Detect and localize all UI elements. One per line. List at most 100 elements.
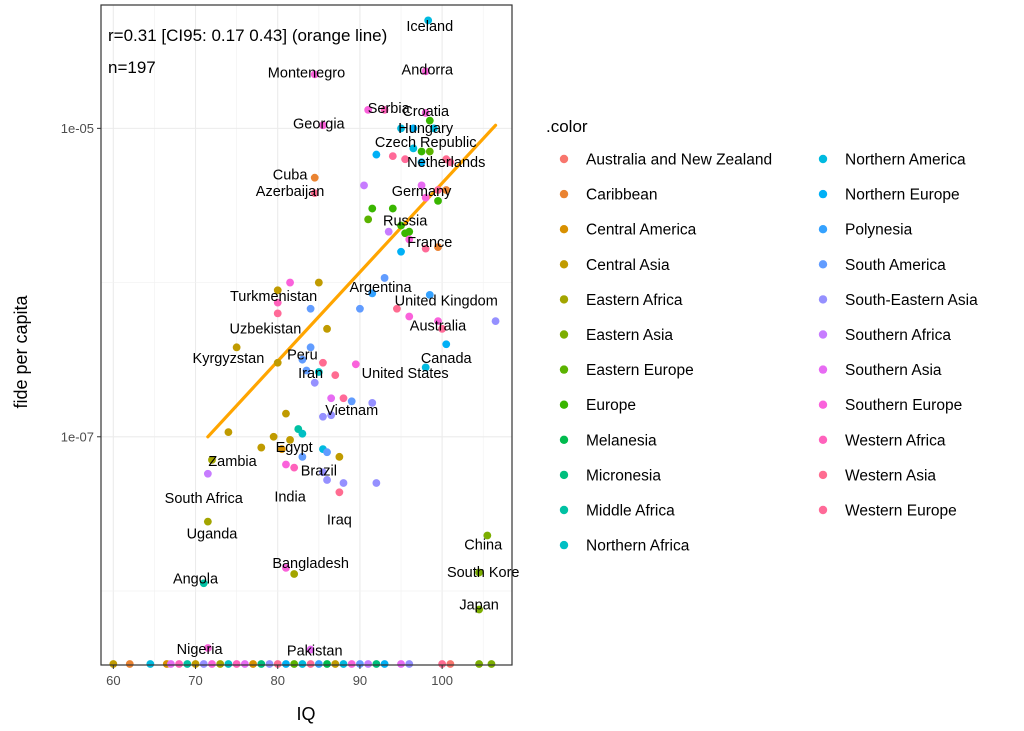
country-label: Nigeria — [177, 642, 224, 658]
data-point — [302, 366, 311, 375]
data-point — [199, 660, 208, 668]
data-point — [425, 291, 434, 299]
legend-swatch — [559, 470, 569, 480]
data-point — [224, 660, 233, 668]
data-point — [364, 215, 373, 224]
data-point — [166, 660, 175, 668]
data-point — [290, 570, 299, 578]
country-label: Turkmenistan — [230, 289, 317, 305]
data-point — [368, 398, 377, 407]
country-label: Brazil — [301, 463, 337, 479]
data-point — [397, 247, 405, 256]
data-point — [475, 568, 484, 577]
country-label: Montenegro — [268, 65, 345, 81]
data-point — [232, 660, 241, 668]
data-point — [310, 70, 319, 79]
data-point — [368, 204, 377, 213]
x-tick-label: 100 — [431, 673, 453, 688]
data-point — [434, 186, 442, 194]
legend-label: Southern Asia — [845, 362, 942, 379]
country-label: Germany — [392, 184, 452, 200]
data-point — [319, 468, 327, 477]
country-label: Vietnam — [325, 403, 378, 419]
data-point — [442, 186, 451, 194]
data-point — [388, 152, 397, 161]
data-point — [314, 278, 323, 287]
data-point — [314, 368, 323, 376]
y-tick-label: 1e-05 — [61, 121, 94, 136]
data-point — [417, 181, 426, 190]
data-point — [109, 660, 118, 668]
data-point — [310, 189, 319, 198]
data-point — [339, 660, 348, 668]
country-label: Japan — [459, 597, 499, 613]
country-label: Iraq — [327, 513, 352, 529]
country-label: Peru — [287, 348, 318, 364]
data-point — [199, 579, 208, 588]
country-label: Iran — [298, 366, 323, 382]
data-point — [351, 360, 360, 369]
data-point — [442, 340, 451, 349]
panel-background — [101, 5, 512, 665]
data-point — [364, 660, 373, 668]
axes: 60 70 80 90 100 1e-05 1e-07 — [61, 121, 453, 688]
data-point — [191, 660, 200, 668]
country-label: Angola — [173, 571, 219, 587]
data-point — [434, 196, 442, 205]
data-point — [203, 644, 212, 652]
x-axis-title: IQ — [296, 704, 315, 724]
data-point — [380, 105, 389, 114]
data-point — [306, 343, 315, 352]
legend-title: .color — [546, 117, 588, 136]
data-point — [273, 660, 282, 668]
legend-swatch — [818, 295, 828, 304]
x-tick-label: 80 — [270, 673, 284, 688]
country-label: South Kore — [447, 565, 520, 581]
data-point — [323, 324, 331, 333]
data-point — [339, 394, 348, 403]
legend-label: Northern Europe — [845, 187, 960, 204]
data-point — [286, 435, 294, 444]
data-point — [417, 158, 426, 167]
country-label: China — [464, 537, 503, 553]
data-point — [446, 660, 455, 668]
country-label: Australia — [410, 318, 467, 334]
country-label: Zambia — [208, 454, 257, 470]
country-label: Uzbekistan — [230, 321, 302, 337]
data-point — [425, 116, 434, 125]
data-point — [388, 204, 397, 213]
fit-line-layer — [206, 123, 498, 439]
country-label: South Africa — [165, 491, 244, 507]
data-point — [421, 67, 430, 76]
legend-swatch — [559, 225, 569, 234]
data-point — [368, 289, 377, 298]
data-point — [331, 371, 340, 379]
data-point — [232, 343, 241, 352]
legend-swatch — [818, 435, 828, 444]
legend-label: Western Asia — [845, 467, 936, 484]
legend-label: Central America — [586, 222, 697, 239]
legend-label: Europe — [586, 397, 636, 414]
legend-label: South America — [845, 257, 946, 274]
data-point — [421, 363, 430, 372]
country-label: Georgia — [293, 116, 346, 132]
data-point — [310, 173, 319, 182]
legend-swatch — [559, 505, 569, 515]
data-point — [282, 409, 290, 418]
legend-swatch — [818, 470, 828, 480]
data-point — [438, 660, 447, 668]
data-point — [282, 563, 290, 572]
data-point — [364, 105, 373, 114]
country-label: France — [407, 235, 452, 251]
data-point — [397, 660, 405, 668]
legend-label: Micronesia — [586, 467, 661, 484]
data-point — [356, 304, 364, 313]
data-point — [298, 452, 307, 461]
data-point — [401, 155, 410, 164]
legend-label: Polynesia — [845, 222, 913, 239]
data-point — [438, 324, 447, 333]
x-tick-label: 90 — [353, 673, 367, 688]
data-point — [323, 476, 331, 484]
legend-swatch — [818, 330, 828, 339]
data-point — [286, 278, 294, 287]
